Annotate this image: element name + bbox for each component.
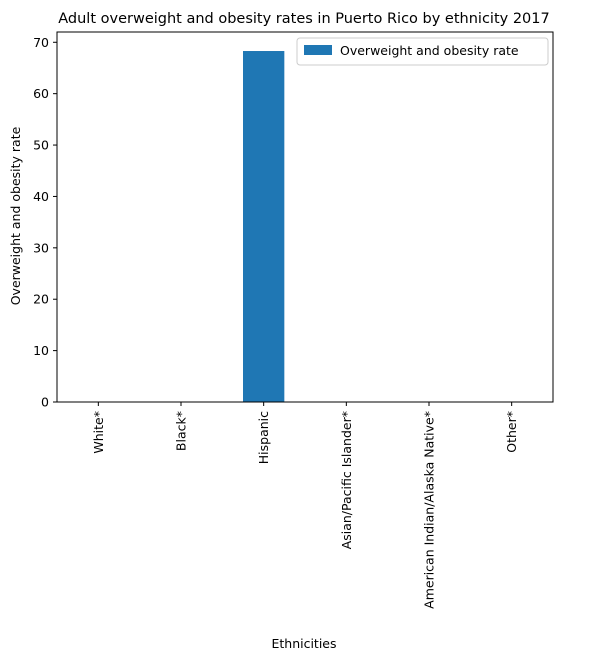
legend-label: Overweight and obesity rate [340, 43, 519, 58]
x-tick-label: Asian/Pacific Islander* [339, 411, 354, 549]
y-tick-label: 40 [33, 189, 49, 204]
x-tick-label: American Indian/Alaska Native* [422, 411, 437, 609]
legend: Overweight and obesity rate [297, 38, 548, 65]
y-tick-label: 70 [33, 35, 49, 50]
x-tick-label: Hispanic [256, 411, 271, 464]
y-tick-label: 10 [33, 343, 49, 358]
x-tick-label: Other* [504, 411, 519, 453]
x-axis-label: Ethnicities [271, 636, 336, 651]
chart-title: Adult overweight and obesity rates in Pu… [58, 11, 549, 27]
x-tick-label: Black* [174, 411, 189, 451]
bar [243, 51, 284, 402]
y-tick-label: 60 [33, 86, 49, 101]
y-tick-label: 30 [33, 240, 49, 255]
bars [243, 51, 284, 402]
axes-frame [57, 32, 553, 402]
x-tick-label: White* [91, 411, 106, 454]
y-tick-label: 20 [33, 292, 49, 307]
y-axis-ticks: 0 10 20 30 40 50 60 70 [33, 35, 57, 410]
x-axis-ticks: White* Black* Hispanic Asian/Pacific Island… [91, 402, 519, 609]
y-tick-label: 0 [41, 395, 49, 410]
y-tick-label: 50 [33, 138, 49, 153]
legend-swatch [304, 45, 332, 55]
y-axis-label: Overweight and obesity rate [8, 126, 23, 305]
plot-area: 0 10 20 30 40 50 60 70 White* Black* Hispanic Asia… [33, 32, 553, 609]
